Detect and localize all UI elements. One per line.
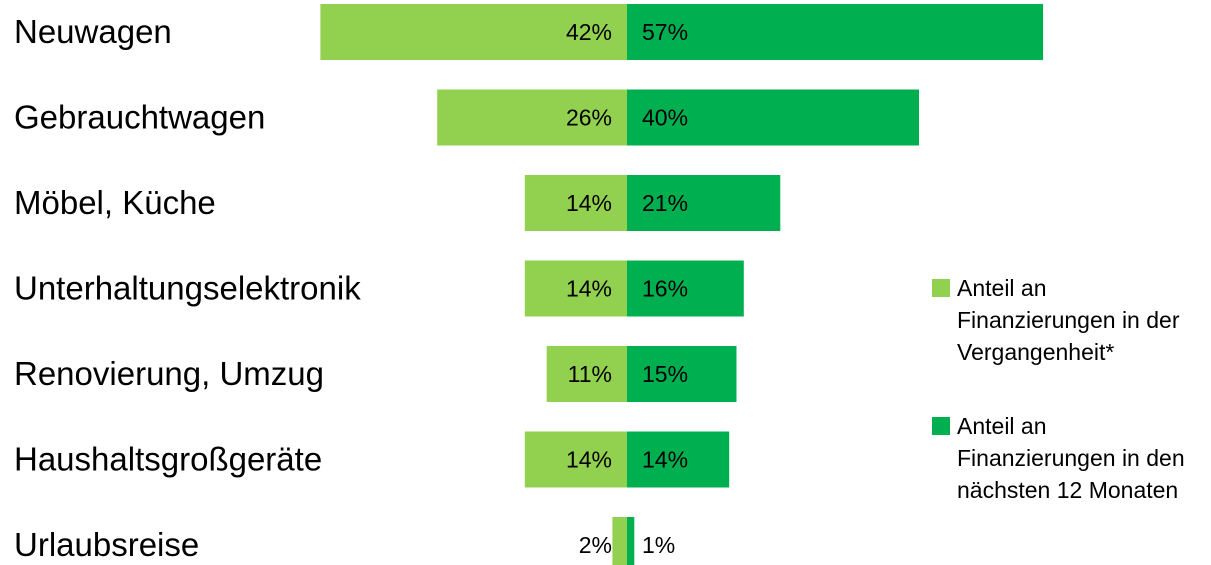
- bar-future: [627, 4, 1044, 60]
- value-label-future: 57%: [642, 19, 688, 45]
- bar-future: [627, 175, 781, 231]
- bar-past: [524, 431, 627, 488]
- value-label-past: 26%: [566, 105, 612, 131]
- bar-past: [546, 346, 627, 402]
- category-label: Renovierung, Umzug: [14, 355, 324, 392]
- legend-label-future: Anteil an Finanzierungen in den nächsten…: [957, 413, 1185, 503]
- value-label-future: 40%: [642, 105, 688, 131]
- bar-past: [612, 517, 627, 565]
- legend-swatch-future: [932, 417, 950, 435]
- bar-past: [524, 260, 627, 317]
- category-label: Haushaltsgroßgeräte: [14, 441, 322, 478]
- value-label-future: 14%: [642, 447, 688, 473]
- bar-past: [437, 89, 627, 146]
- category-label: Möbel, Küche: [14, 184, 216, 221]
- value-label-future: 21%: [642, 190, 688, 216]
- value-label-past: 2%: [579, 532, 612, 558]
- category-label: Unterhaltungselektronik: [14, 270, 361, 307]
- value-label-past: 14%: [566, 447, 612, 473]
- value-label-future: 16%: [642, 276, 688, 302]
- value-label-past: 14%: [566, 190, 612, 216]
- bar-future: [627, 517, 635, 565]
- category-label: Neuwagen: [14, 13, 172, 50]
- value-label-past: 14%: [566, 276, 612, 302]
- value-label-future: 1%: [642, 532, 675, 558]
- bar-future: [627, 431, 730, 488]
- legend-swatch-past: [932, 279, 950, 297]
- legend-label-past: Anteil an Finanzierungen in der Vergange…: [957, 275, 1180, 365]
- bar-future: [627, 346, 737, 402]
- bar-past: [320, 4, 627, 60]
- value-label-past: 42%: [566, 19, 612, 45]
- bar-past: [524, 175, 627, 231]
- bar-future: [627, 260, 744, 317]
- bar-future: [627, 89, 919, 146]
- category-label: Gebrauchtwagen: [14, 99, 265, 136]
- value-label-past: 11%: [568, 361, 612, 387]
- value-label-future: 15%: [642, 361, 688, 387]
- category-label: Urlaubsreise: [14, 526, 199, 563]
